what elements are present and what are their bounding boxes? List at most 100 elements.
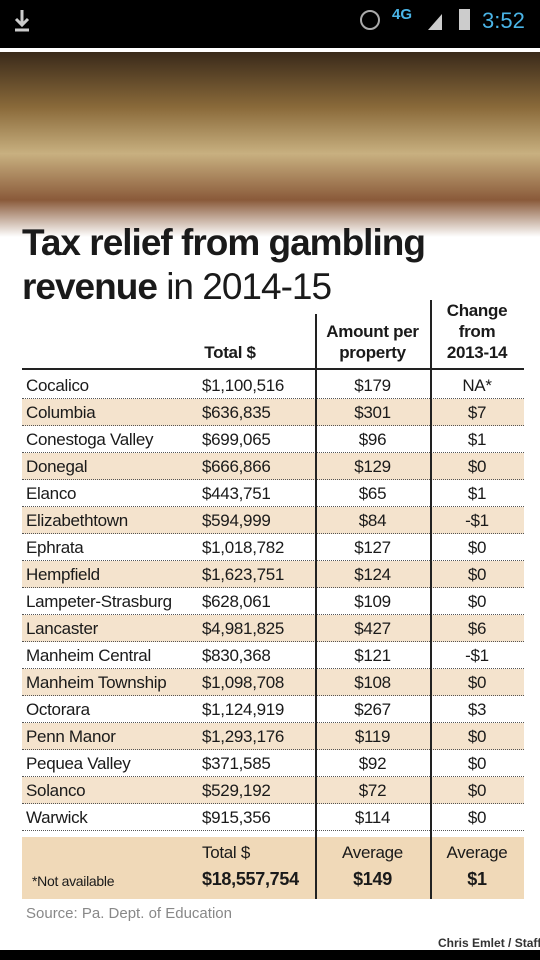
- title-line-2: revenue in 2014-15: [22, 266, 332, 308]
- change: $6: [467, 619, 487, 638]
- total: $371,585: [202, 754, 271, 773]
- change: -$1: [465, 646, 489, 665]
- per-property: $72: [358, 781, 387, 800]
- per-property: $124: [354, 565, 391, 584]
- row-bg: [22, 453, 524, 480]
- total: $1,293,176: [202, 727, 285, 746]
- footer-value: $18,557,754: [202, 869, 299, 889]
- district: Hempfield: [26, 565, 100, 584]
- footer-note: *Not available: [32, 873, 115, 889]
- clock: 3:52: [482, 8, 525, 33]
- per-property: $427: [354, 619, 391, 638]
- change: $0: [467, 457, 487, 476]
- total: $699,065: [202, 430, 271, 449]
- district: Donegal: [26, 457, 88, 476]
- vline-2: [430, 300, 432, 899]
- total: $1,018,782: [202, 538, 285, 557]
- district: Lampeter-Strasburg: [26, 592, 172, 611]
- per-property: $121: [354, 646, 391, 665]
- status-bar: 4G 3:52: [0, 0, 540, 48]
- per-property: $179: [354, 376, 391, 395]
- district: Cocalico: [26, 376, 89, 395]
- title-line-1: Tax relief from gambling: [22, 222, 426, 263]
- row-bg: [22, 750, 524, 777]
- change: $3: [467, 700, 487, 719]
- header-total: Total $: [204, 343, 256, 362]
- district: Elizabethtown: [26, 511, 128, 530]
- row-bg: [22, 561, 524, 588]
- row-bg: [22, 642, 524, 669]
- row-bg: [22, 696, 524, 723]
- credit: Chris Emlet / Staff: [438, 936, 540, 950]
- row-bg: [22, 480, 524, 507]
- per-property: $127: [354, 538, 391, 557]
- per-property: $301: [354, 403, 391, 422]
- row-bg: [22, 669, 524, 696]
- total: $666,866: [202, 457, 271, 476]
- change: NA*: [462, 376, 492, 395]
- signal-icon: [428, 14, 442, 30]
- district: Lancaster: [26, 619, 98, 638]
- change: $0: [467, 538, 487, 557]
- total: $1,623,751: [202, 565, 285, 584]
- footer-label: Total $: [202, 843, 250, 862]
- district: Conestoga Valley: [26, 430, 154, 449]
- row-bg: [22, 588, 524, 615]
- footer-bg: [22, 837, 524, 899]
- row-bg: [22, 723, 524, 750]
- change: $1: [467, 484, 487, 503]
- district: Manheim Central: [26, 646, 151, 665]
- district: Ephrata: [26, 538, 84, 557]
- total: $594,999: [202, 511, 271, 530]
- total: $443,751: [202, 484, 271, 503]
- header-rule: [22, 368, 524, 370]
- total: $636,835: [202, 403, 271, 422]
- row-bg: [22, 426, 524, 453]
- change: $1: [467, 430, 487, 449]
- district: Warwick: [26, 808, 88, 827]
- header-per-property: Amount per property: [326, 322, 419, 362]
- row-bg: [22, 777, 524, 804]
- per-property: $109: [354, 592, 391, 611]
- district: Pequea Valley: [26, 754, 131, 773]
- district: Penn Manor: [26, 727, 116, 746]
- per-property: $96: [358, 430, 387, 449]
- district: Solanco: [26, 781, 86, 800]
- per-property: $65: [358, 484, 387, 503]
- alarm-icon: [360, 10, 380, 30]
- per-property: $108: [354, 673, 391, 692]
- district: Octorara: [26, 700, 90, 719]
- row-bg: [22, 507, 524, 534]
- total: $628,061: [202, 592, 271, 611]
- total: $529,192: [202, 781, 271, 800]
- change: -$1: [465, 511, 489, 530]
- photo: [0, 52, 540, 237]
- download-icon: [14, 10, 30, 32]
- battery-icon: [459, 9, 470, 30]
- per-property: $92: [358, 754, 387, 773]
- change: $0: [467, 754, 487, 773]
- row-bg: [22, 615, 524, 642]
- row-bg: [22, 534, 524, 561]
- vline-1: [315, 314, 317, 899]
- district: Manheim Township: [26, 673, 167, 692]
- total: $4,981,825: [202, 619, 285, 638]
- footer-label: Average: [446, 843, 508, 862]
- change: $0: [467, 781, 487, 800]
- total: $830,368: [202, 646, 271, 665]
- network: 4G: [392, 6, 413, 23]
- row-bg: [22, 372, 524, 399]
- row-bg: [22, 399, 524, 426]
- change: $0: [467, 673, 487, 692]
- status-icons: [14, 9, 470, 32]
- per-property: $129: [354, 457, 391, 476]
- change: $7: [467, 403, 487, 422]
- footer-value: $149: [353, 869, 392, 889]
- title-rest: in 2014-15: [166, 266, 332, 307]
- change: $0: [467, 565, 487, 584]
- per-property: $119: [354, 727, 391, 746]
- change: $0: [467, 727, 487, 746]
- per-property: $84: [358, 511, 387, 530]
